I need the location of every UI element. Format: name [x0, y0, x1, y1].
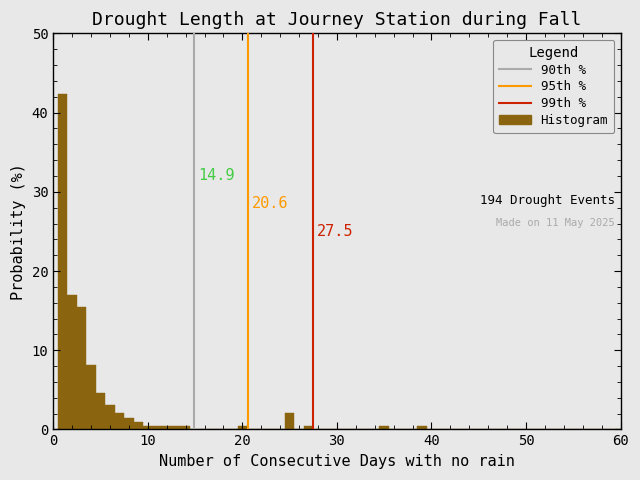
- Text: 20.6: 20.6: [252, 196, 288, 211]
- Text: Made on 11 May 2025: Made on 11 May 2025: [496, 217, 615, 228]
- Bar: [134, 421, 143, 430]
- Bar: [67, 295, 77, 430]
- X-axis label: Number of Consecutive Days with no rain: Number of Consecutive Days with no rain: [159, 454, 515, 469]
- Text: 14.9: 14.9: [198, 168, 234, 183]
- Bar: [162, 425, 172, 430]
- Bar: [124, 418, 134, 430]
- Bar: [417, 425, 427, 430]
- Text: 27.5: 27.5: [317, 224, 353, 239]
- Bar: [58, 95, 67, 430]
- Bar: [181, 425, 190, 430]
- Title: Drought Length at Journey Station during Fall: Drought Length at Journey Station during…: [92, 11, 582, 29]
- Bar: [172, 425, 181, 430]
- Bar: [105, 405, 115, 430]
- Bar: [77, 307, 86, 430]
- Y-axis label: Probability (%): Probability (%): [11, 163, 26, 300]
- Text: 194 Drought Events: 194 Drought Events: [480, 194, 615, 207]
- Bar: [143, 425, 152, 430]
- Bar: [237, 425, 247, 430]
- Bar: [304, 425, 313, 430]
- Bar: [96, 393, 105, 430]
- Bar: [380, 425, 389, 430]
- Legend: 90th %, 95th %, 99th %, Histogram: 90th %, 95th %, 99th %, Histogram: [493, 40, 614, 133]
- Bar: [115, 413, 124, 430]
- Bar: [285, 413, 294, 430]
- Bar: [86, 364, 96, 430]
- Bar: [152, 425, 162, 430]
